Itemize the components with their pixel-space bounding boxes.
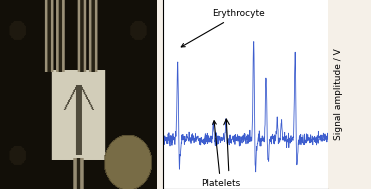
- Text: Erythrocyte: Erythrocyte: [181, 9, 265, 47]
- Text: Platelets: Platelets: [201, 121, 240, 188]
- Y-axis label: Signal amplitude / V: Signal amplitude / V: [334, 49, 343, 140]
